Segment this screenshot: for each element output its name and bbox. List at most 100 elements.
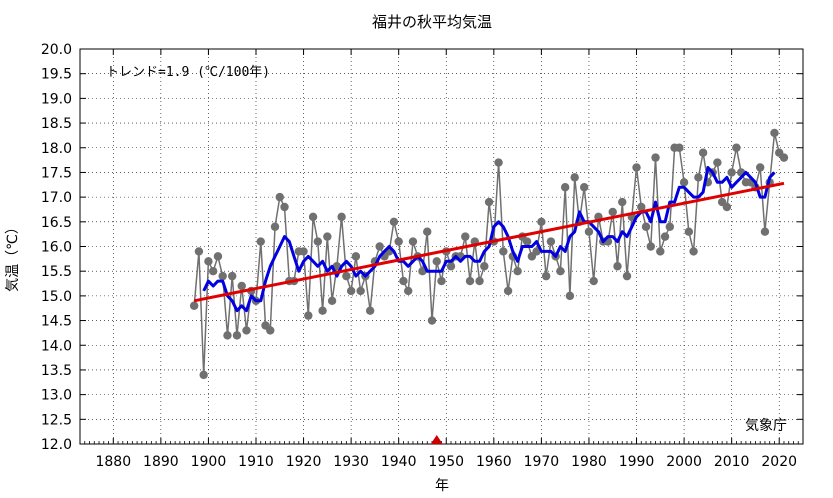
annual-point (675, 143, 684, 152)
annual-point (237, 281, 246, 291)
annual-point (727, 168, 736, 177)
annual-point (484, 197, 494, 207)
annual-point (665, 222, 675, 231)
annual-point (560, 183, 570, 192)
moving-average-line (202, 166, 776, 313)
annual-point (760, 227, 770, 236)
annual-point (480, 262, 489, 271)
annual-point (228, 271, 237, 281)
annual-point (327, 296, 337, 306)
annual-point (446, 262, 456, 271)
annual-point (404, 286, 413, 296)
x-tick-label: 1950 (428, 454, 464, 470)
annual-point (189, 301, 199, 310)
annual-point (337, 212, 346, 222)
x-tick-label: 1900 (191, 454, 227, 470)
annual-point (313, 237, 323, 246)
annual-point (461, 232, 470, 241)
annual-point (304, 311, 313, 320)
annual-point (270, 222, 280, 231)
annual-point (656, 247, 665, 256)
annual-point (689, 247, 698, 256)
annual-point (199, 370, 208, 380)
annual-point (427, 316, 437, 325)
y-tick-label: 19.0 (41, 91, 72, 107)
annual-point (218, 271, 227, 281)
annual-point (641, 222, 651, 231)
annual-point (565, 291, 575, 301)
y-tick-label: 16.5 (41, 215, 72, 231)
annual-point (660, 232, 670, 241)
annual-point (437, 276, 446, 286)
y-axis-title: 気温（℃） (5, 220, 21, 292)
annual-point (432, 257, 441, 266)
annual-point (537, 217, 546, 227)
y-tick-label: 15.0 (41, 289, 72, 305)
annual-point (346, 286, 356, 296)
y-axis-ticks: 12.0 12.5 13.0 13.5 14.0 14.5 15.0 15.5 16.0 16.5… (41, 42, 803, 453)
annual-point (584, 227, 594, 236)
annual-point (323, 232, 332, 241)
x-tick-label: 1890 (143, 454, 179, 470)
y-tick-label: 18.5 (41, 116, 72, 132)
station-relocation-marker (430, 435, 443, 444)
x-tick-label: 2010 (714, 454, 750, 470)
x-tick-label: 1960 (476, 454, 512, 470)
annual-point (698, 148, 708, 157)
trend-annotation: トレンド=1.9 (℃/100年) (106, 65, 270, 80)
y-tick-label: 13.5 (41, 363, 72, 379)
series-layer (189, 128, 789, 380)
x-tick-label: 1930 (333, 454, 369, 470)
y-tick-label: 13.0 (41, 388, 72, 404)
x-axis-ticks: 1880 1890 1900 1910 1920 1930 1940 1950 1960 1970… (79, 49, 804, 470)
annual-point (522, 237, 532, 246)
annual-point (308, 212, 318, 222)
annual-point (503, 286, 513, 296)
x-tick-label: 2000 (666, 454, 702, 470)
y-tick-label: 18.0 (41, 141, 72, 157)
annual-point (579, 183, 589, 192)
annual-point (622, 271, 632, 281)
annual-point (256, 237, 265, 246)
annual-point (299, 247, 308, 256)
annual-point (389, 217, 399, 227)
annual-point (556, 266, 565, 276)
annual-point (394, 237, 403, 246)
annual-point (266, 326, 275, 335)
x-tick-label: 1940 (381, 454, 417, 470)
annual-point (755, 163, 765, 172)
annual-point (408, 237, 418, 246)
x-tick-label: 1980 (571, 454, 607, 470)
x-tick-label: 1880 (95, 454, 131, 470)
annual-point (208, 266, 218, 276)
x-tick-label: 2020 (761, 454, 797, 470)
marker-layer (430, 435, 443, 444)
y-tick-label: 14.0 (41, 338, 72, 354)
trend-line (193, 181, 785, 303)
y-tick-label: 14.5 (41, 314, 72, 330)
annual-point (513, 266, 522, 276)
annual-point (375, 242, 384, 251)
annual-point (651, 153, 660, 162)
y-tick-label: 12.0 (41, 437, 72, 453)
annual-point (632, 163, 641, 172)
annual-point (423, 227, 432, 236)
annual-point (351, 252, 361, 261)
annual-point (194, 247, 204, 256)
annual-point (280, 202, 289, 212)
annual-point (318, 306, 327, 315)
annual-point (684, 227, 694, 236)
annual-point (499, 247, 508, 256)
annual-point (541, 271, 551, 281)
annual-point (475, 276, 484, 286)
annual-point (722, 202, 732, 212)
annual-point (779, 153, 789, 162)
annual-point (613, 262, 622, 271)
annual-point (223, 331, 232, 340)
x-axis-title: 年 (435, 478, 449, 494)
annual-point (465, 276, 475, 286)
annual-point (618, 197, 627, 207)
annual-point (494, 158, 503, 167)
